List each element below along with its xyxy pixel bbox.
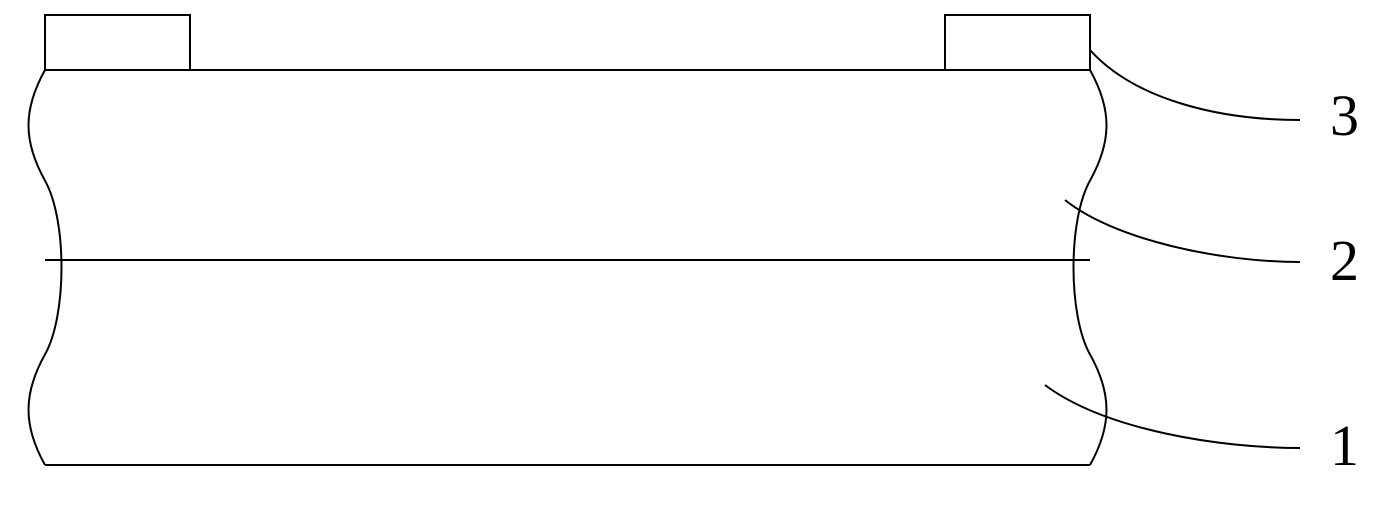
- cross-section-diagram: 3 2 1: [0, 0, 1399, 507]
- label-2: 2: [1330, 228, 1359, 293]
- leader-line-3: [1090, 50, 1300, 120]
- top-block-right: [945, 15, 1090, 70]
- label-3: 3: [1330, 83, 1359, 148]
- left-break-edge: [29, 70, 62, 465]
- leader-line-1: [1045, 385, 1300, 448]
- leader-line-2: [1065, 200, 1300, 262]
- top-block-left: [45, 15, 190, 70]
- label-1: 1: [1330, 413, 1359, 478]
